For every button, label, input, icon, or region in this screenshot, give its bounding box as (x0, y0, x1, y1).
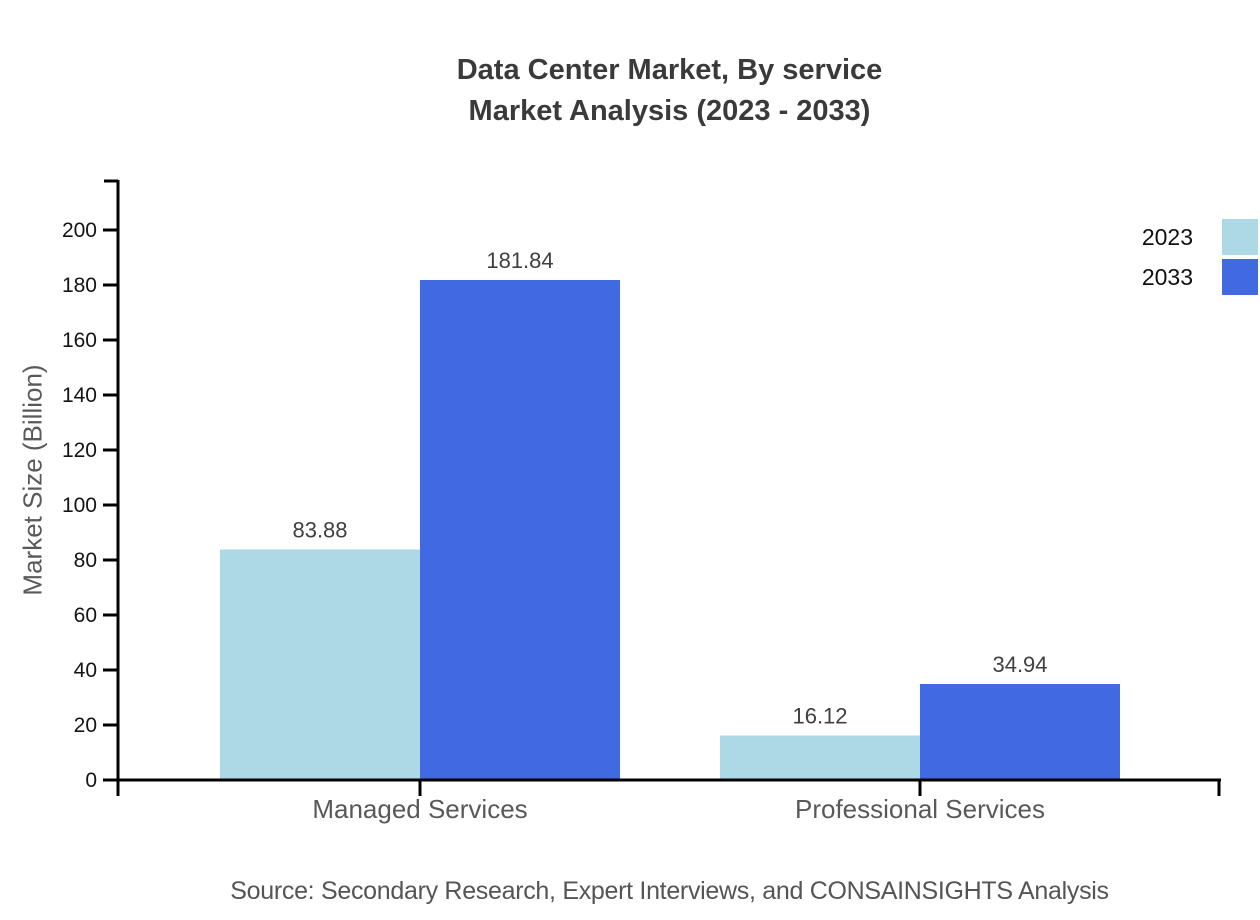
legend: 2023 2033 (1142, 219, 1258, 299)
y-tick-label-120: 120 (62, 439, 97, 462)
bar-professional-services-2023 (720, 735, 920, 780)
legend-item-2033: 2033 (1142, 259, 1258, 295)
y-tick-label-180: 180 (62, 274, 97, 297)
value-label-professional-services-2033: 34.94 (992, 652, 1047, 677)
y-tick-label-140: 140 (62, 384, 97, 407)
y-tick-label-0: 0 (85, 769, 97, 792)
legend-label-2033: 2033 (1141, 263, 1193, 290)
x-category-label-managed-services: Managed Services (312, 794, 527, 824)
value-label-professional-services-2023: 16.12 (792, 704, 847, 729)
bar-managed-services-2023 (220, 549, 420, 780)
value-label-managed-services-2033: 181.84 (486, 248, 553, 273)
bar-professional-services-2033 (920, 683, 1120, 780)
y-tick-label-80: 80 (74, 549, 97, 572)
y-axis-title: Market Size (Billion) (17, 364, 48, 596)
y-tick-label-100: 100 (62, 494, 97, 517)
x-category-label-professional-services: Professional Services (795, 794, 1045, 824)
chart-title: Data Center Market, By service Market An… (118, 50, 1221, 132)
legend-swatch-2023 (1222, 219, 1258, 255)
y-tick-label-40: 40 (74, 659, 97, 682)
value-label-managed-services-2023: 83.88 (292, 517, 347, 542)
chart-title-line-1: Data Center Market, By service (456, 54, 883, 86)
legend-item-2023: 2023 (1142, 219, 1258, 255)
source-text: Source: Secondary Research, Expert Inter… (230, 877, 1109, 905)
legend-swatch-2033 (1222, 259, 1258, 295)
chart-title-line-2: Market Analysis (2023 - 2033) (468, 95, 871, 127)
legend-label-2023: 2023 (1141, 223, 1193, 250)
y-tick-label-20: 20 (74, 714, 97, 737)
y-tick-label-200: 200 (62, 219, 97, 242)
y-tick-label-160: 160 (62, 329, 97, 352)
bar-managed-services-2033 (420, 279, 620, 780)
y-tick-label-60: 60 (74, 604, 97, 627)
